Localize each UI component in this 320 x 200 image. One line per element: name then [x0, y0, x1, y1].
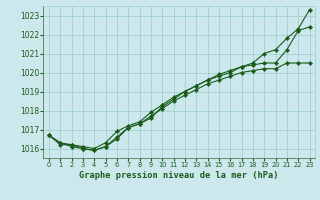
X-axis label: Graphe pression niveau de la mer (hPa): Graphe pression niveau de la mer (hPa): [79, 171, 279, 180]
